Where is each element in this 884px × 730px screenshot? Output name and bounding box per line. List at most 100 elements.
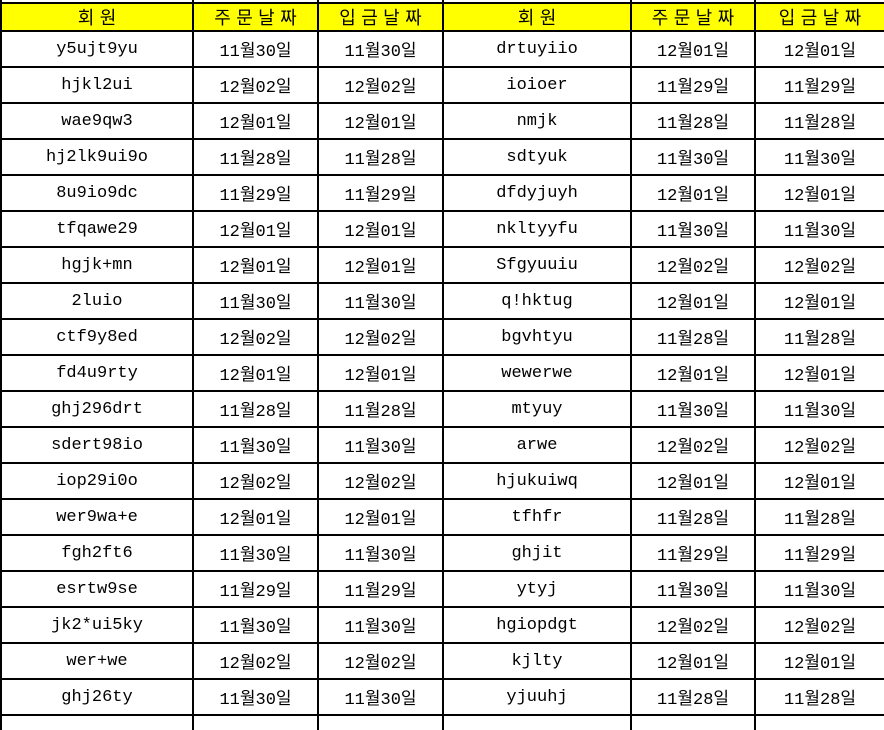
member-cell[interactable]: kjlty (442, 642, 632, 680)
deposit-date-cell[interactable]: 12월01일 (317, 498, 444, 536)
deposit-date-cell[interactable]: 11월28일 (317, 138, 444, 176)
column-header-member-right[interactable]: 회원 (442, 2, 632, 32)
member-cell[interactable]: iop29i0o (0, 462, 194, 500)
deposit-date-cell[interactable]: 11월28일 (754, 318, 884, 356)
member-cell[interactable]: wer+we (0, 642, 194, 680)
member-cell[interactable]: tfqawe29 (0, 210, 194, 248)
order-date-cell[interactable]: 11월30일 (192, 534, 319, 572)
member-cell[interactable]: Sfgyuuiu (442, 246, 632, 284)
order-date-cell[interactable]: 12월02일 (192, 462, 319, 500)
column-header-deposit-date-right[interactable]: 입금날짜 (754, 2, 884, 32)
deposit-date-cell[interactable]: 11월29일 (754, 534, 884, 572)
member-cell[interactable]: ytyj (442, 570, 632, 608)
deposit-date-cell[interactable]: 11월28일 (317, 390, 444, 428)
deposit-date-cell[interactable]: 11월30일 (317, 282, 444, 320)
member-cell[interactable]: wer9wa+e (0, 498, 194, 536)
order-date-cell[interactable]: 11월30일 (192, 606, 319, 644)
order-date-cell[interactable]: 11월29일 (630, 534, 756, 572)
member-cell[interactable]: hgiopdgt (442, 606, 632, 644)
deposit-date-cell[interactable]: 12월01일 (317, 210, 444, 248)
order-date-cell[interactable]: 12월01일 (630, 462, 756, 500)
order-date-cell[interactable]: 11월28일 (630, 318, 756, 356)
deposit-date-cell[interactable]: 12월01일 (317, 354, 444, 392)
deposit-date-cell[interactable]: 12월01일 (754, 30, 884, 68)
deposit-date-cell[interactable]: 12월02일 (317, 462, 444, 500)
member-cell[interactable]: jk2*ui5ky (0, 606, 194, 644)
member-cell[interactable]: nkltyyfu (442, 210, 632, 248)
deposit-date-cell[interactable]: 11월30일 (754, 570, 884, 608)
member-cell[interactable]: sdert98io (0, 426, 194, 464)
deposit-date-cell[interactable]: 12월01일 (317, 246, 444, 284)
order-date-cell[interactable]: 12월01일 (630, 642, 756, 680)
order-date-cell[interactable]: 12월02일 (630, 606, 756, 644)
order-date-cell[interactable]: 12월01일 (630, 354, 756, 392)
deposit-date-cell[interactable]: 12월02일 (754, 246, 884, 284)
order-date-cell[interactable]: 11월28일 (630, 678, 756, 716)
order-date-cell[interactable]: 11월28일 (630, 102, 756, 140)
member-cell[interactable]: yjuuhj (442, 678, 632, 716)
order-date-cell[interactable]: 11월30일 (630, 138, 756, 176)
member-cell[interactable]: ghj296drt (0, 390, 194, 428)
member-cell[interactable]: ctf9y8ed (0, 318, 194, 356)
member-cell[interactable]: bgvhtyu (442, 318, 632, 356)
member-cell[interactable]: ghjit (442, 534, 632, 572)
deposit-date-cell[interactable]: 12월01일 (754, 354, 884, 392)
order-date-cell[interactable]: 11월30일 (192, 678, 319, 716)
order-date-cell[interactable]: 12월02일 (192, 642, 319, 680)
deposit-date-cell[interactable]: 12월02일 (317, 318, 444, 356)
deposit-date-cell[interactable]: 12월01일 (754, 462, 884, 500)
member-cell[interactable]: hjkl2ui (0, 66, 194, 104)
order-date-cell[interactable]: 12월01일 (192, 102, 319, 140)
deposit-date-cell[interactable]: 11월28일 (754, 102, 884, 140)
order-date-cell[interactable]: 12월02일 (630, 246, 756, 284)
order-date-cell[interactable]: 11월30일 (192, 282, 319, 320)
deposit-date-cell[interactable]: 11월29일 (754, 66, 884, 104)
order-date-cell[interactable]: 12월01일 (630, 30, 756, 68)
member-cell[interactable]: 8u9io9dc (0, 174, 194, 212)
order-date-cell[interactable]: 11월30일 (630, 210, 756, 248)
column-header-order-date-left[interactable]: 주문날짜 (192, 2, 319, 32)
deposit-date-cell[interactable]: 11월30일 (754, 390, 884, 428)
member-cell[interactable]: fgh2ft6 (0, 534, 194, 572)
order-date-cell[interactable]: 11월30일 (630, 570, 756, 608)
deposit-date-cell[interactable]: 11월30일 (317, 678, 444, 716)
deposit-date-cell[interactable]: 11월30일 (317, 30, 444, 68)
order-date-cell[interactable]: 12월01일 (630, 282, 756, 320)
order-date-cell[interactable]: 12월01일 (630, 174, 756, 212)
deposit-date-cell[interactable]: 12월02일 (317, 642, 444, 680)
order-date-cell[interactable]: 11월29일 (192, 570, 319, 608)
order-date-cell[interactable]: 11월29일 (192, 174, 319, 212)
deposit-date-cell[interactable]: 11월28일 (754, 498, 884, 536)
order-date-cell[interactable]: 11월28일 (192, 390, 319, 428)
member-cell[interactable]: q!hktug (442, 282, 632, 320)
column-header-member-left[interactable]: 회원 (0, 2, 194, 32)
order-date-cell[interactable]: 11월30일 (192, 30, 319, 68)
order-date-cell[interactable]: 12월02일 (192, 66, 319, 104)
deposit-date-cell[interactable]: 11월30일 (317, 426, 444, 464)
order-date-cell[interactable]: 12월01일 (192, 246, 319, 284)
deposit-date-cell[interactable]: 12월01일 (754, 174, 884, 212)
deposit-date-cell[interactable]: 12월02일 (754, 606, 884, 644)
order-date-cell[interactable]: 12월01일 (192, 210, 319, 248)
member-cell[interactable]: mtyuy (442, 390, 632, 428)
member-cell[interactable]: ghj26ty (0, 678, 194, 716)
member-cell[interactable]: fd4u9rty (0, 354, 194, 392)
deposit-date-cell[interactable]: 11월30일 (317, 534, 444, 572)
order-date-cell[interactable]: 11월28일 (192, 138, 319, 176)
member-cell[interactable]: dfdyjuyh (442, 174, 632, 212)
member-cell[interactable]: wae9qw3 (0, 102, 194, 140)
member-cell[interactable]: arwe (442, 426, 632, 464)
member-cell[interactable]: y5ujt9yu (0, 30, 194, 68)
order-date-cell[interactable]: 11월30일 (192, 426, 319, 464)
deposit-date-cell[interactable]: 11월29일 (317, 174, 444, 212)
order-date-cell[interactable]: 12월02일 (630, 426, 756, 464)
order-date-cell[interactable]: 11월28일 (630, 498, 756, 536)
member-cell[interactable]: sdtyuk (442, 138, 632, 176)
order-date-cell[interactable]: 12월01일 (192, 354, 319, 392)
deposit-date-cell[interactable]: 11월29일 (317, 570, 444, 608)
deposit-date-cell[interactable]: 12월02일 (754, 426, 884, 464)
order-date-cell[interactable]: 12월02일 (192, 318, 319, 356)
order-date-cell[interactable]: 11월30일 (630, 390, 756, 428)
member-cell[interactable]: nmjk (442, 102, 632, 140)
member-cell[interactable]: wewerwe (442, 354, 632, 392)
